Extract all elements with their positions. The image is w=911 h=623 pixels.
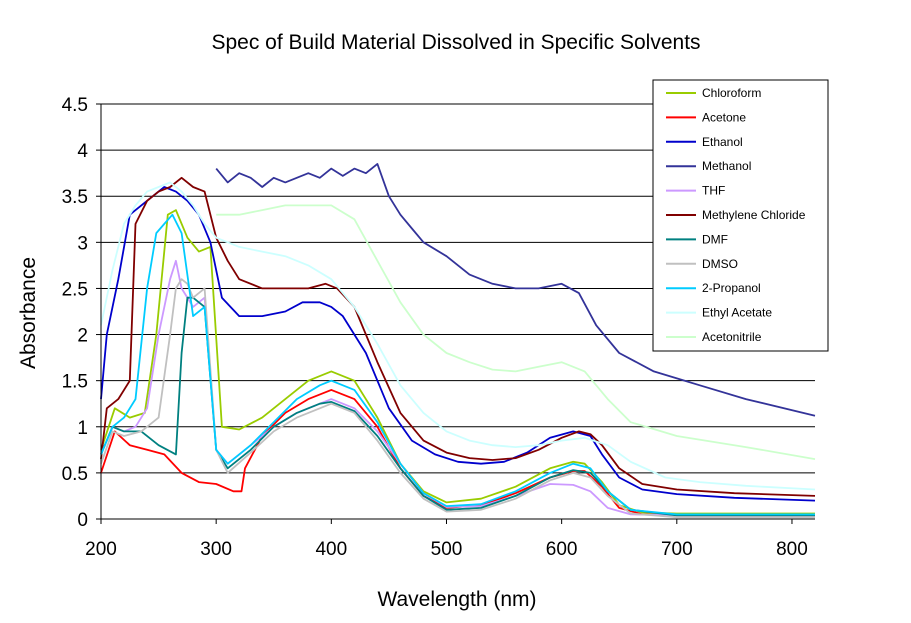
x-tick-label: 600 <box>546 539 578 560</box>
y-tick-label: 1 <box>77 418 88 439</box>
y-tick-label: 3.5 <box>62 187 88 208</box>
legend-label-acetonitrile: Acetonitrile <box>702 330 762 344</box>
x-tick-label: 700 <box>661 539 693 560</box>
y-tick-label: 0 <box>77 510 88 531</box>
x-tick-label: 500 <box>431 539 463 560</box>
x-tick-label: 800 <box>776 539 808 560</box>
legend: Chloroform Acetone Ethanol Methanol THF Methy… <box>652 79 829 352</box>
legend-label-methanol: Methanol <box>702 159 751 173</box>
series-layer <box>100 162 816 519</box>
series-line-ethyl-acetate <box>100 181 816 491</box>
legend-label-dmf: DMF <box>702 232 728 246</box>
legend-label-chloroform: Chloroform <box>702 86 761 100</box>
series-line-dmso <box>100 278 815 519</box>
x-tick-label: 400 <box>315 539 347 560</box>
series-line-methanol <box>215 162 816 417</box>
legend-label-acetone: Acetone <box>702 110 746 124</box>
series-line-dmf <box>100 296 815 517</box>
series-line-chloroform <box>100 209 815 515</box>
x-ticks: 200 300 400 500 600 700 800 <box>85 519 808 560</box>
y-axis-title: Absorbance <box>17 257 40 369</box>
series-line-2-propanol <box>100 213 815 516</box>
legend-label-2-propanol: 2-Propanol <box>702 281 761 295</box>
x-axis-title: Wavelength (nm) <box>377 588 536 611</box>
x-tick-label: 200 <box>85 539 117 560</box>
series-line-methylene-chloride <box>100 176 816 497</box>
series-line-acetonitrile <box>216 204 816 460</box>
legend-label-methylene-chloride: Methylene Chloride <box>702 208 806 222</box>
series-line-ethanol <box>100 186 816 502</box>
y-tick-label: 0.5 <box>62 464 88 485</box>
y-tick-label: 2 <box>77 326 88 347</box>
y-ticks: 0 0.5 1 1.5 2 2.5 3 3.5 4 4.5 <box>62 95 101 531</box>
x-tick-label: 300 <box>200 539 232 560</box>
y-tick-label: 3 <box>77 233 88 254</box>
legend-label-ethanol: Ethanol <box>702 135 743 149</box>
y-tick-label: 1.5 <box>62 372 88 393</box>
legend-label-ethyl-acetate: Ethyl Acetate <box>702 306 772 320</box>
y-tick-label: 4 <box>77 141 88 162</box>
legend-label-dmso: DMSO <box>702 257 738 271</box>
y-tick-label: 4.5 <box>62 95 88 116</box>
chart-title: Spec of Build Material Dissolved in Spec… <box>211 31 700 54</box>
legend-label-thf: THF <box>702 184 725 198</box>
series-line-acetone <box>100 388 815 517</box>
y-tick-label: 2.5 <box>62 279 88 300</box>
